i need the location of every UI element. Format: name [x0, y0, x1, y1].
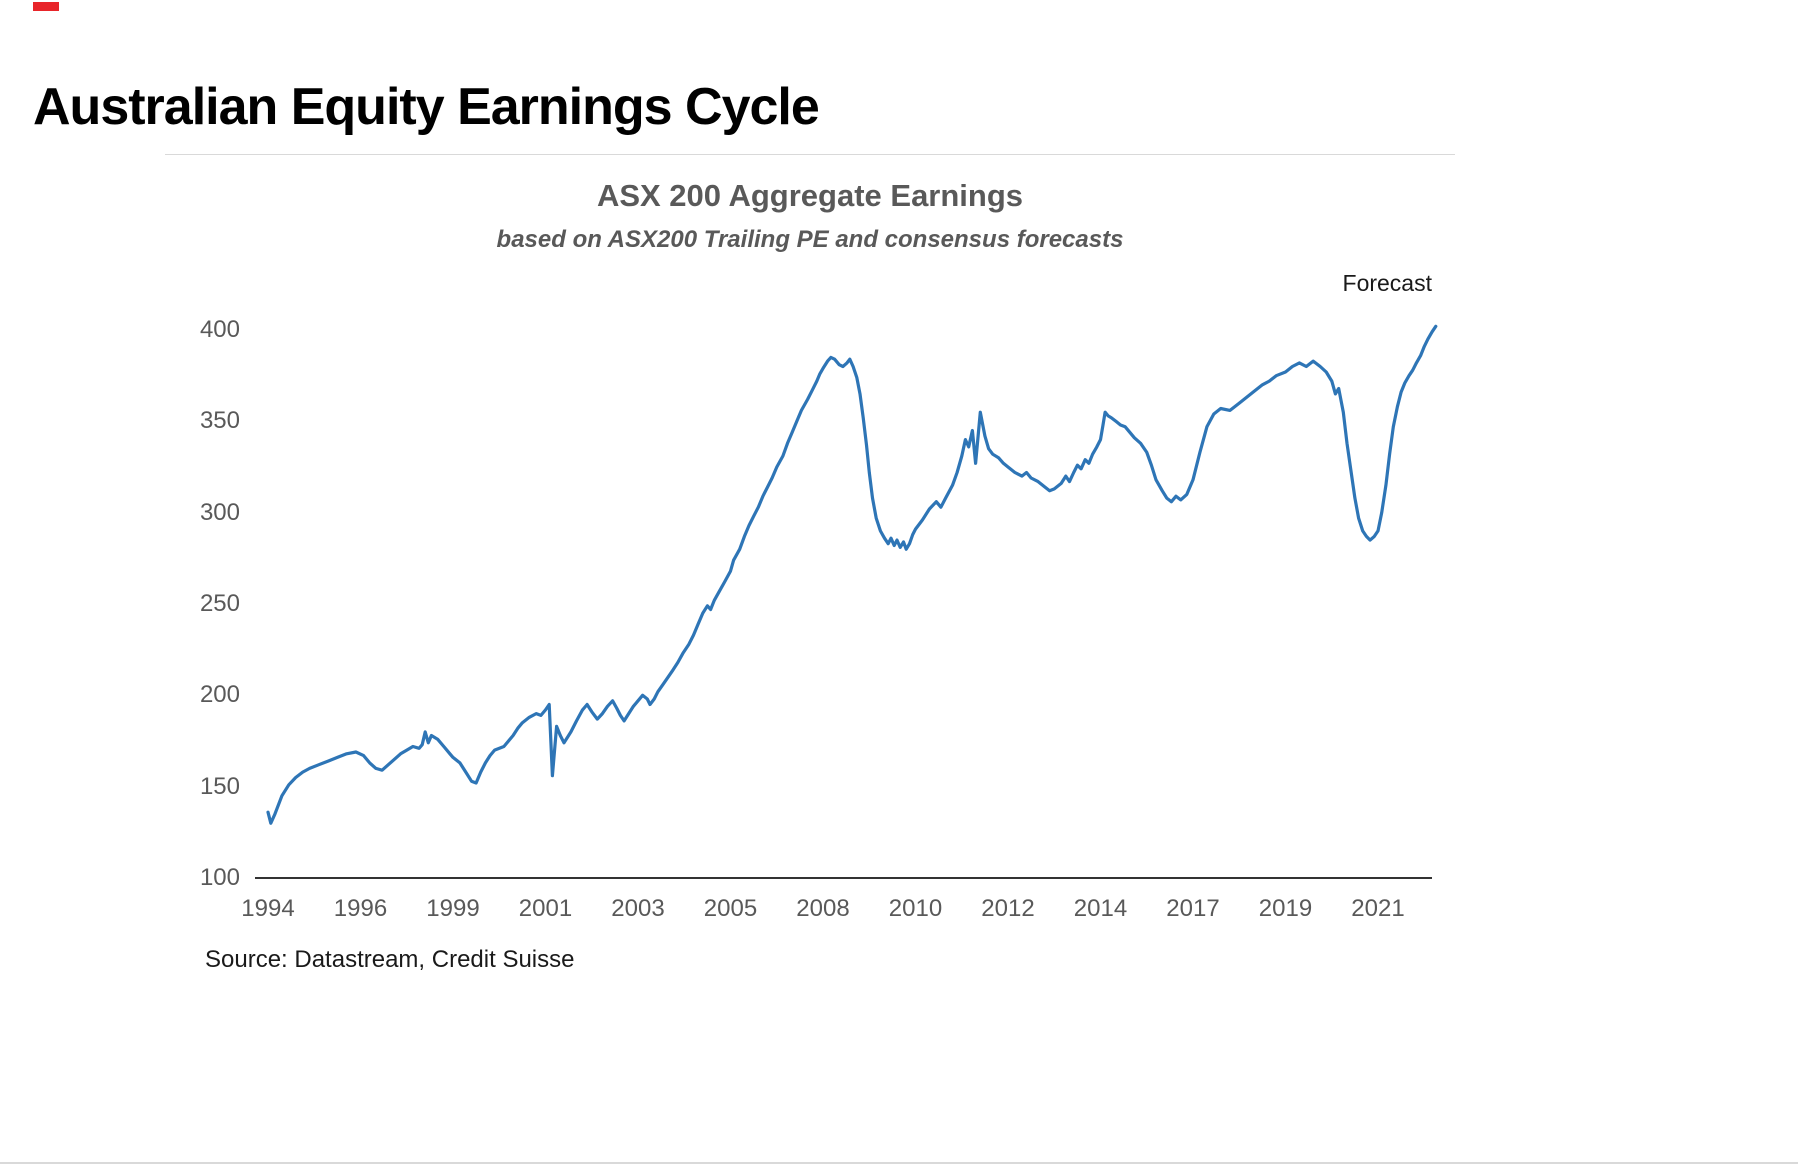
- x-tick-label: 2012: [981, 895, 1035, 922]
- source-text: Source: Datastream, Credit Suisse: [205, 946, 575, 973]
- chart-title: ASX 200 Aggregate Earnings: [596, 178, 1024, 213]
- x-tick-label: 2019: [1258, 895, 1313, 922]
- y-tick-label: 150: [199, 772, 240, 800]
- x-tick-label: 2008: [796, 895, 850, 922]
- x-tick-label: 1999: [426, 895, 480, 922]
- x-tick-label: 2003: [611, 895, 665, 922]
- red-corner-mark: [33, 2, 59, 11]
- page-title: Australian Equity Earnings Cycle: [33, 77, 820, 136]
- y-tick-label: 250: [199, 590, 240, 617]
- x-tick-label: 2017: [1166, 895, 1220, 922]
- x-tick-label: 2010: [888, 895, 943, 922]
- y-tick-label: 200: [199, 681, 240, 709]
- x-tick-label: 1996: [333, 895, 388, 922]
- x-tick-label: 2001: [518, 895, 573, 922]
- y-tick-label: 300: [199, 498, 240, 526]
- x-tick-label: 2014: [1073, 895, 1128, 922]
- x-tick-label: 1994: [241, 895, 295, 922]
- earnings-line-path: [266, 324, 1438, 825]
- y-tick-label: 350: [199, 407, 240, 435]
- x-tick-label: 2021: [1351, 895, 1405, 922]
- y-tick-label: 100: [199, 864, 240, 891]
- y-tick-label: 400: [199, 316, 240, 343]
- forecast-annotation: Forecast: [1342, 270, 1432, 296]
- x-tick-label: 2005: [703, 895, 758, 922]
- title-divider: [165, 154, 1455, 155]
- chart-subtitle: based on ASX200 Trailing PE and consensu…: [496, 226, 1124, 253]
